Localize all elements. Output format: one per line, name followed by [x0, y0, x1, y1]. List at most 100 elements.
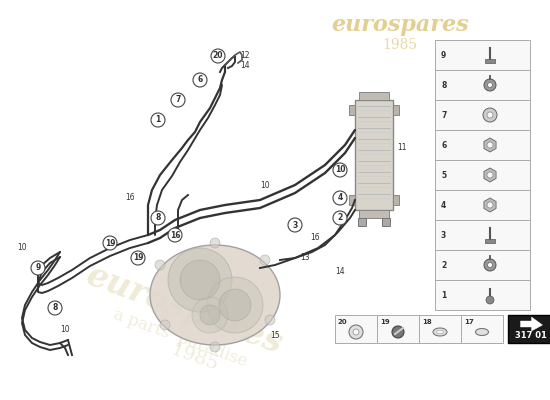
- Text: 19: 19: [380, 319, 390, 325]
- Bar: [435, 160, 530, 190]
- Ellipse shape: [437, 330, 443, 334]
- Circle shape: [333, 211, 347, 225]
- Text: 13: 13: [300, 254, 310, 262]
- Bar: [435, 40, 530, 70]
- Circle shape: [151, 113, 165, 127]
- Circle shape: [103, 236, 117, 250]
- Circle shape: [180, 260, 220, 300]
- Circle shape: [349, 325, 363, 339]
- Text: 7: 7: [175, 96, 181, 104]
- Circle shape: [171, 93, 185, 107]
- Text: 10: 10: [260, 180, 270, 190]
- Bar: [355, 100, 393, 210]
- Circle shape: [353, 329, 359, 335]
- Text: 1985: 1985: [382, 38, 417, 52]
- Bar: [393, 105, 399, 115]
- Text: 4: 4: [441, 200, 446, 210]
- Text: 1: 1: [155, 116, 161, 124]
- Circle shape: [160, 320, 170, 330]
- Bar: [358, 218, 366, 226]
- Bar: [349, 195, 355, 205]
- Ellipse shape: [150, 245, 280, 345]
- Bar: [419, 315, 461, 343]
- Bar: [349, 105, 355, 115]
- Text: 3: 3: [293, 220, 298, 230]
- Bar: [435, 250, 530, 280]
- Text: a parts' paradise: a parts' paradise: [111, 306, 249, 370]
- Circle shape: [265, 315, 275, 325]
- Text: 1: 1: [441, 290, 446, 300]
- Text: 19: 19: [133, 254, 143, 262]
- Bar: [461, 315, 503, 343]
- Text: 18: 18: [422, 319, 432, 325]
- Bar: [435, 280, 530, 310]
- Circle shape: [219, 289, 251, 321]
- Text: 8: 8: [155, 214, 161, 222]
- Polygon shape: [484, 138, 496, 152]
- Text: 14: 14: [240, 62, 250, 70]
- Text: 17: 17: [464, 319, 474, 325]
- Circle shape: [487, 112, 493, 118]
- Circle shape: [131, 251, 145, 265]
- Ellipse shape: [433, 328, 447, 336]
- Circle shape: [210, 342, 220, 352]
- Text: 11: 11: [397, 144, 407, 152]
- Circle shape: [168, 248, 232, 312]
- Polygon shape: [520, 317, 542, 331]
- Circle shape: [31, 261, 45, 275]
- Bar: [485, 59, 495, 63]
- Circle shape: [333, 163, 347, 177]
- Text: 10: 10: [60, 326, 70, 334]
- Circle shape: [192, 297, 228, 333]
- Text: 12: 12: [240, 52, 250, 60]
- Text: 8: 8: [52, 304, 58, 312]
- Polygon shape: [484, 198, 496, 212]
- Text: 16: 16: [125, 194, 135, 202]
- Polygon shape: [484, 168, 496, 182]
- Bar: [435, 70, 530, 100]
- Text: eurospares: eurospares: [82, 259, 288, 361]
- Circle shape: [487, 142, 493, 148]
- Circle shape: [484, 79, 496, 91]
- Bar: [485, 239, 495, 243]
- Text: 9: 9: [441, 50, 446, 60]
- Circle shape: [168, 228, 182, 242]
- Circle shape: [260, 255, 270, 265]
- Text: 19: 19: [104, 238, 116, 248]
- Text: eurospares: eurospares: [331, 14, 469, 36]
- Bar: [359, 210, 389, 218]
- Circle shape: [200, 305, 220, 325]
- Circle shape: [155, 260, 165, 270]
- Circle shape: [210, 238, 220, 248]
- Text: 20: 20: [213, 52, 223, 60]
- Text: 14: 14: [335, 268, 345, 276]
- Text: 6: 6: [197, 76, 202, 84]
- Circle shape: [211, 49, 225, 63]
- Circle shape: [151, 211, 165, 225]
- Circle shape: [484, 259, 496, 271]
- Circle shape: [487, 262, 492, 268]
- Text: 8: 8: [441, 80, 447, 90]
- Bar: [435, 220, 530, 250]
- Bar: [435, 130, 530, 160]
- Bar: [335, 315, 377, 343]
- Circle shape: [333, 191, 347, 205]
- Text: 2: 2: [337, 214, 343, 222]
- Text: 2: 2: [441, 260, 446, 270]
- Circle shape: [487, 172, 493, 178]
- Text: 10: 10: [335, 166, 345, 174]
- Ellipse shape: [476, 328, 488, 336]
- Text: 1985: 1985: [169, 341, 222, 375]
- Bar: [382, 218, 390, 226]
- Bar: [508, 315, 550, 343]
- Circle shape: [392, 326, 404, 338]
- Circle shape: [48, 301, 62, 315]
- Text: 317 01: 317 01: [515, 330, 547, 340]
- Bar: [435, 190, 530, 220]
- Text: 3: 3: [441, 230, 446, 240]
- Bar: [377, 315, 419, 343]
- Circle shape: [487, 82, 492, 88]
- Circle shape: [486, 296, 494, 304]
- Text: 5: 5: [441, 170, 446, 180]
- Text: 10: 10: [17, 244, 27, 252]
